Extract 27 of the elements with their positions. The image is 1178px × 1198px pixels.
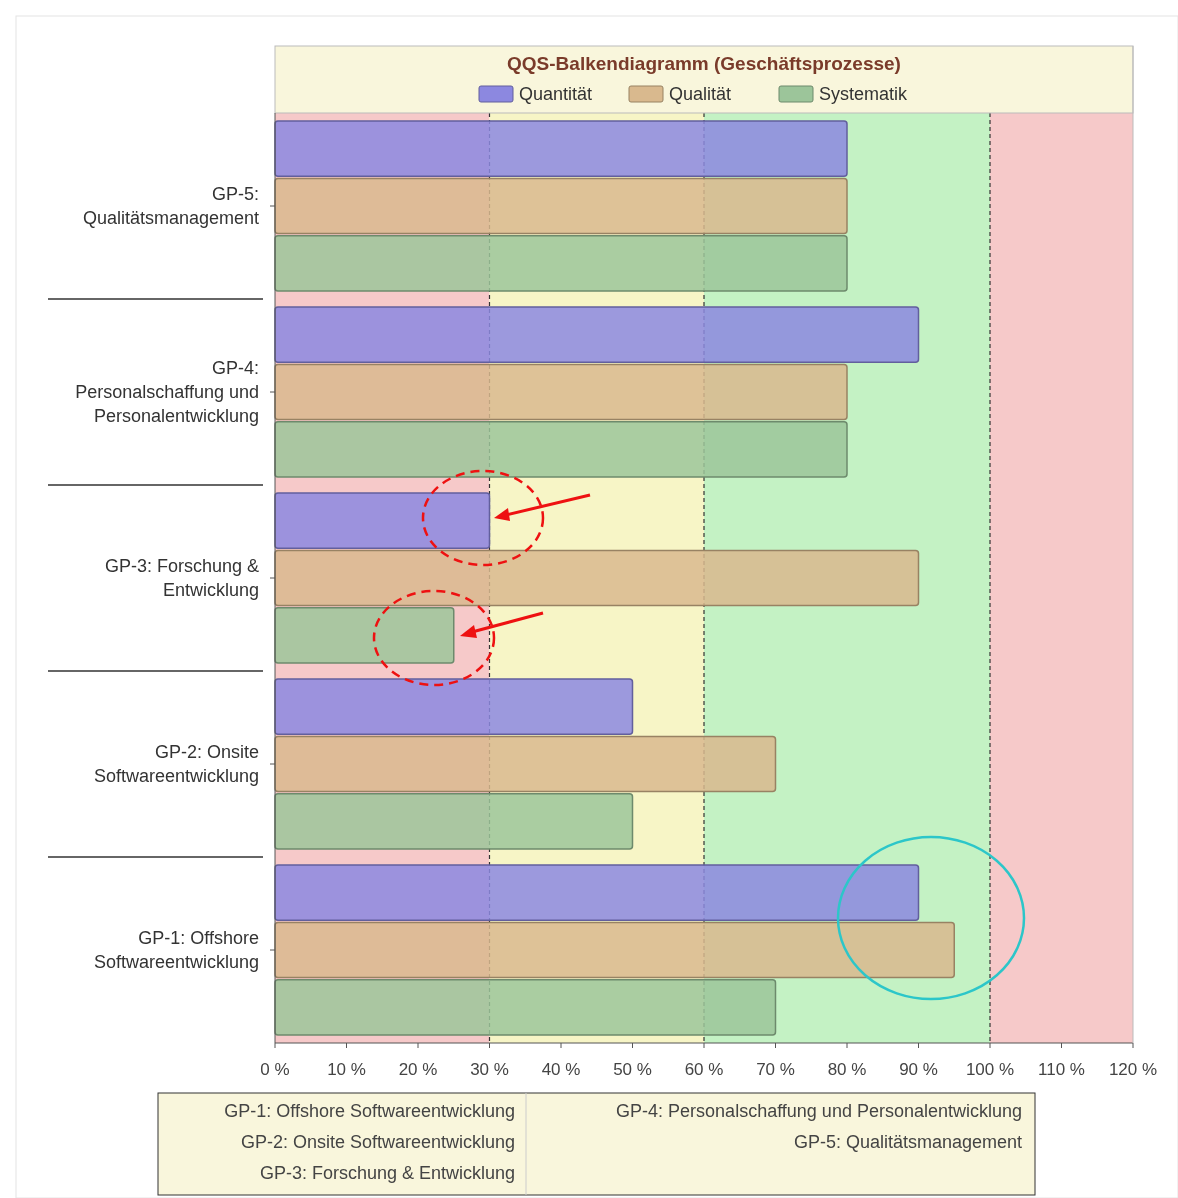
text: GP-2: Onsite Softwareentwicklung (240, 1132, 515, 1152)
x-tick-label: 20 % (398, 1060, 438, 1079)
legend-label: Systematik (819, 84, 909, 104)
x-tick-label: 90 % (899, 1060, 938, 1079)
y-tick-label: GP-4: Personalschaffung und Personalentwicklung (75, 358, 259, 426)
text: GP-5: Qualitätsmanagement (793, 1132, 1022, 1152)
text: GP-4: Personalschaffung und Personalentwicklung (616, 1101, 1022, 1121)
y-tick-label: GP-1: Offshore Softwareentwicklung (93, 928, 259, 972)
legend-label: Qualität (669, 84, 732, 104)
x-tick-label: 50 % (613, 1060, 652, 1079)
y-tick-label: GP-5: Qualitätsmanagement (82, 184, 259, 228)
chart-title: QQS-Balkendiagramm (Geschäftsprozesse) (507, 53, 901, 74)
x-tick-label: 0 % (260, 1060, 290, 1079)
x-tick-label: 30 % (470, 1060, 509, 1079)
y-tick-label: GP-3: Forschung & Entwicklung (104, 556, 259, 600)
x-tick-label: 10 % (327, 1060, 366, 1079)
x-tick-label: 70 % (756, 1060, 795, 1079)
text: GP-3: Forschung & Entwicklung (259, 1163, 515, 1183)
x-tick-label: 40 % (541, 1060, 581, 1079)
x-tick-label: 120 % (1108, 1060, 1158, 1079)
text: GP-1: Offshore Softwareentwicklung (224, 1101, 515, 1121)
x-tick-label: 80 % (827, 1060, 867, 1079)
x-tick-label: 110 % (1038, 1060, 1085, 1079)
x-tick-label: 100 % (965, 1060, 1015, 1079)
y-tick-label: GP-2: Onsite Softwareentwicklung (93, 742, 259, 786)
legend-label: Quantität (519, 84, 593, 104)
x-tick-label: 60 % (684, 1060, 724, 1079)
